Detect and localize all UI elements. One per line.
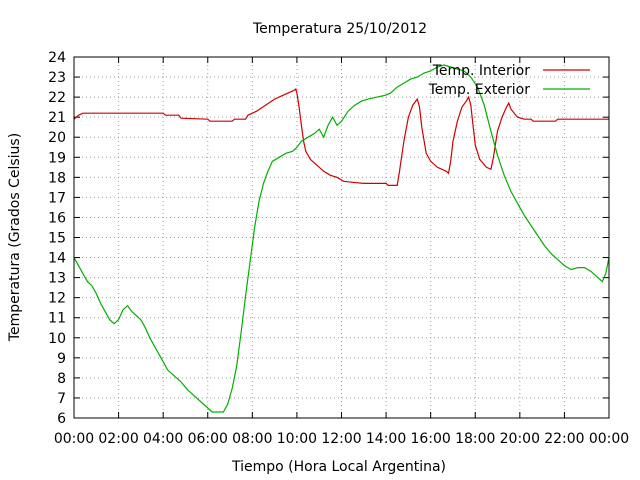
x-tick-label: 18:00 <box>455 431 495 447</box>
y-tick-label: 7 <box>57 391 66 407</box>
x-tick-label: 00:00 <box>589 431 629 447</box>
y-tick-label: 10 <box>48 331 66 347</box>
chart-legend: Temp. Interior Temp. Exterior <box>428 63 590 98</box>
x-axis-label: Tiempo (Hora Local Argentina) <box>231 459 446 475</box>
x-tick-label: 00:00 <box>54 431 94 447</box>
y-axis-label: Temperatura (Grados Celsius) <box>7 133 23 342</box>
chart-series <box>73 64 610 413</box>
legend-label: Temp. Exterior <box>428 82 531 98</box>
x-tick-label: 14:00 <box>366 431 406 447</box>
x-axis-ticks: 00:00 02:00 04:00 06:00 08:00 10:00 12:00 14:00… <box>54 57 629 447</box>
y-axis-ticks: 6 7 8 9 10 11 12 13 14 15 16 17 18 19 20 21 22 23 24 <box>48 50 609 427</box>
chart-title: Temperatura 25/10/2012 <box>252 21 427 37</box>
x-tick-label: 10:00 <box>277 431 317 447</box>
x-tick-label: 12:00 <box>321 431 361 447</box>
y-tick-label: 19 <box>48 150 66 166</box>
y-tick-label: 20 <box>48 130 66 146</box>
x-tick-label: 22:00 <box>544 431 584 447</box>
y-tick-label: 22 <box>48 90 66 106</box>
x-tick-label: 02:00 <box>98 431 138 447</box>
y-tick-label: 15 <box>48 231 66 247</box>
y-tick-label: 12 <box>48 291 66 307</box>
y-tick-label: 11 <box>48 311 66 327</box>
x-tick-label: 16:00 <box>410 431 450 447</box>
y-tick-label: 9 <box>57 351 66 367</box>
y-tick-label: 23 <box>48 70 66 86</box>
x-tick-label: 04:00 <box>143 431 183 447</box>
series-line-temp-interior <box>73 88 609 186</box>
x-tick-label: 06:00 <box>188 431 228 447</box>
y-tick-label: 18 <box>48 170 66 186</box>
y-tick-label: 21 <box>48 110 66 126</box>
y-tick-label: 16 <box>48 210 66 226</box>
x-tick-label: 08:00 <box>232 431 272 447</box>
y-tick-label: 24 <box>48 50 66 66</box>
y-tick-label: 8 <box>57 371 66 387</box>
y-tick-label: 6 <box>57 411 66 427</box>
y-tick-label: 17 <box>48 190 66 206</box>
x-tick-label: 20:00 <box>500 431 540 447</box>
legend-label: Temp. Interior <box>432 63 531 79</box>
y-tick-label: 13 <box>48 271 66 287</box>
series-line-temp-exterior <box>73 64 610 413</box>
plot-border <box>73 56 610 419</box>
chart-grid <box>74 57 609 418</box>
y-tick-label: 14 <box>48 251 66 267</box>
